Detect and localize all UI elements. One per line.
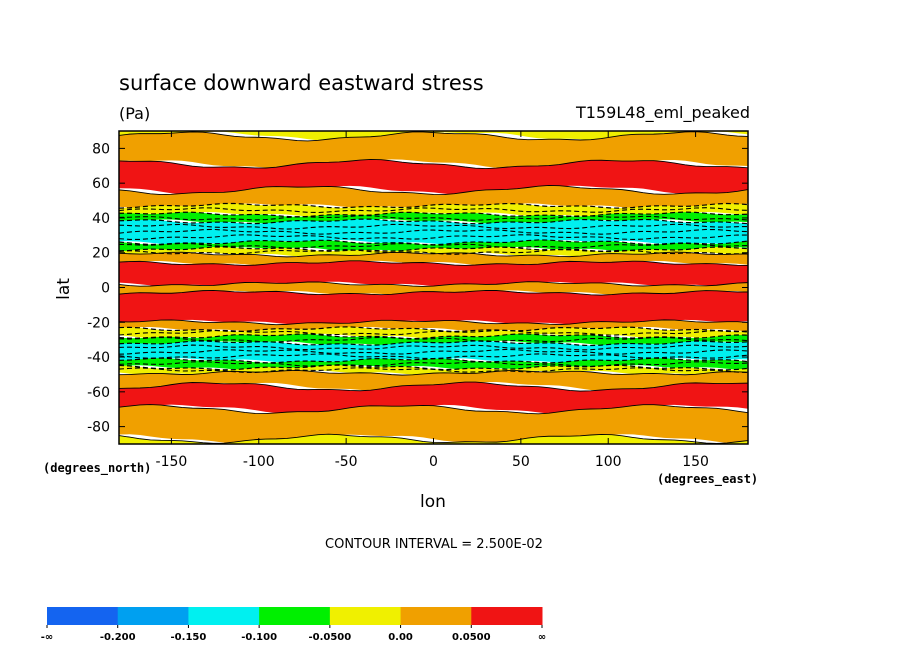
contour-line <box>118 249 749 255</box>
contour-line <box>118 289 749 296</box>
contour-line <box>118 211 749 218</box>
contour-band <box>119 404 748 444</box>
x-units-label: (degrees_east) <box>657 472 758 487</box>
contour-line <box>118 228 749 235</box>
x-tick-label: 100 <box>595 454 622 470</box>
y-axis-title: lat <box>54 278 74 300</box>
run-label: T159L48_eml_peaked <box>575 103 750 123</box>
x-tick-label: 0 <box>429 454 438 470</box>
contour-band <box>119 434 748 444</box>
x-tick-label: -100 <box>243 454 275 470</box>
contour-line <box>118 353 749 360</box>
y-units-label: (degrees_north) <box>43 461 151 476</box>
contour-band <box>119 260 748 287</box>
contour-line <box>118 369 749 376</box>
contour-band <box>119 131 748 141</box>
contour-line <box>118 348 749 355</box>
x-tick-label: -150 <box>156 454 188 470</box>
x-tick-label: -50 <box>335 454 358 470</box>
contour-band <box>119 239 748 252</box>
colorbar: -∞ -0.200 -0.150 -0.100 -0.0500 0.00 0.0500 ∞ <box>41 607 546 643</box>
x-axis: -150 -100 -50 0 50 100 150 <box>156 131 709 470</box>
colorbar-bin <box>47 607 119 625</box>
contour-line <box>118 207 749 214</box>
x-tick-label: 50 <box>512 454 530 470</box>
contour-band <box>119 370 748 392</box>
contour-line <box>118 381 749 392</box>
colorbar-label: ∞ <box>538 632 546 643</box>
contour-line <box>118 242 749 249</box>
chart-title: surface downward eastward stress <box>119 71 484 95</box>
contour-line <box>118 251 749 258</box>
colorbar-bin <box>188 607 260 625</box>
units-label: (Pa) <box>119 104 150 123</box>
colorbar-label: 0.0500 <box>452 632 491 643</box>
contour-line <box>118 158 749 170</box>
colorbar-bin <box>471 607 543 625</box>
contour-band <box>119 365 748 376</box>
colorbar-bin <box>259 607 331 625</box>
contour-line <box>118 404 749 415</box>
colorbar-label: -0.100 <box>241 632 277 643</box>
contour-line <box>118 340 749 347</box>
contour-line <box>118 333 749 340</box>
colorbar-label: -0.200 <box>100 632 136 643</box>
contour-line <box>118 326 749 333</box>
contour-line <box>118 202 749 209</box>
contour-line <box>118 361 749 367</box>
y-tick-label: -40 <box>87 350 110 366</box>
contour-line <box>118 185 749 196</box>
colorbar-bin <box>329 607 402 625</box>
y-tick-label: 0 <box>101 281 110 297</box>
contour-line <box>118 344 749 351</box>
contour-band <box>119 290 748 325</box>
contour-line <box>118 336 749 343</box>
y-tick-label: -80 <box>87 420 110 436</box>
contour-line <box>118 218 749 225</box>
contour-line <box>118 246 749 253</box>
contour-line <box>118 319 749 326</box>
colorbar-label: -0.0500 <box>308 632 351 643</box>
colorbar-label: -0.150 <box>171 632 207 643</box>
colorbar-label: 0.00 <box>388 632 413 643</box>
x-tick-label: 150 <box>682 454 709 470</box>
colorbar-bin <box>400 607 472 625</box>
contour-band <box>119 131 748 169</box>
colorbar-bin <box>117 607 189 625</box>
contour-line <box>118 281 749 287</box>
contour-band <box>119 340 748 363</box>
contour-line <box>118 215 749 221</box>
contour-band <box>119 246 748 257</box>
contour-band <box>119 159 748 195</box>
x-axis-title: lon <box>420 492 446 512</box>
y-tick-label: 60 <box>92 176 110 192</box>
y-tick-label: 20 <box>92 246 110 262</box>
contour-line <box>118 223 749 230</box>
y-tick-label: -60 <box>87 385 110 401</box>
contour-line <box>118 367 749 374</box>
y-tick-label: 80 <box>92 141 110 157</box>
contour-line <box>118 260 749 266</box>
contour-band <box>119 319 748 332</box>
contour-line <box>118 329 749 336</box>
contour-band <box>119 281 748 296</box>
y-axis: 80 60 40 20 0 -20 -40 -60 -80 <box>87 141 748 436</box>
y-tick-label: -20 <box>87 315 110 331</box>
contour-interval-label: CONTOUR INTERVAL = 2.500E-02 <box>325 537 543 552</box>
contour-band <box>119 185 748 209</box>
contour-band <box>119 326 748 339</box>
plot-area <box>119 131 748 444</box>
y-tick-label: 40 <box>92 211 110 227</box>
contour-line <box>118 234 749 241</box>
contour-band <box>119 219 748 245</box>
contour-band <box>119 382 748 414</box>
colorbar-label: -∞ <box>41 632 53 643</box>
contour-band <box>119 333 748 346</box>
